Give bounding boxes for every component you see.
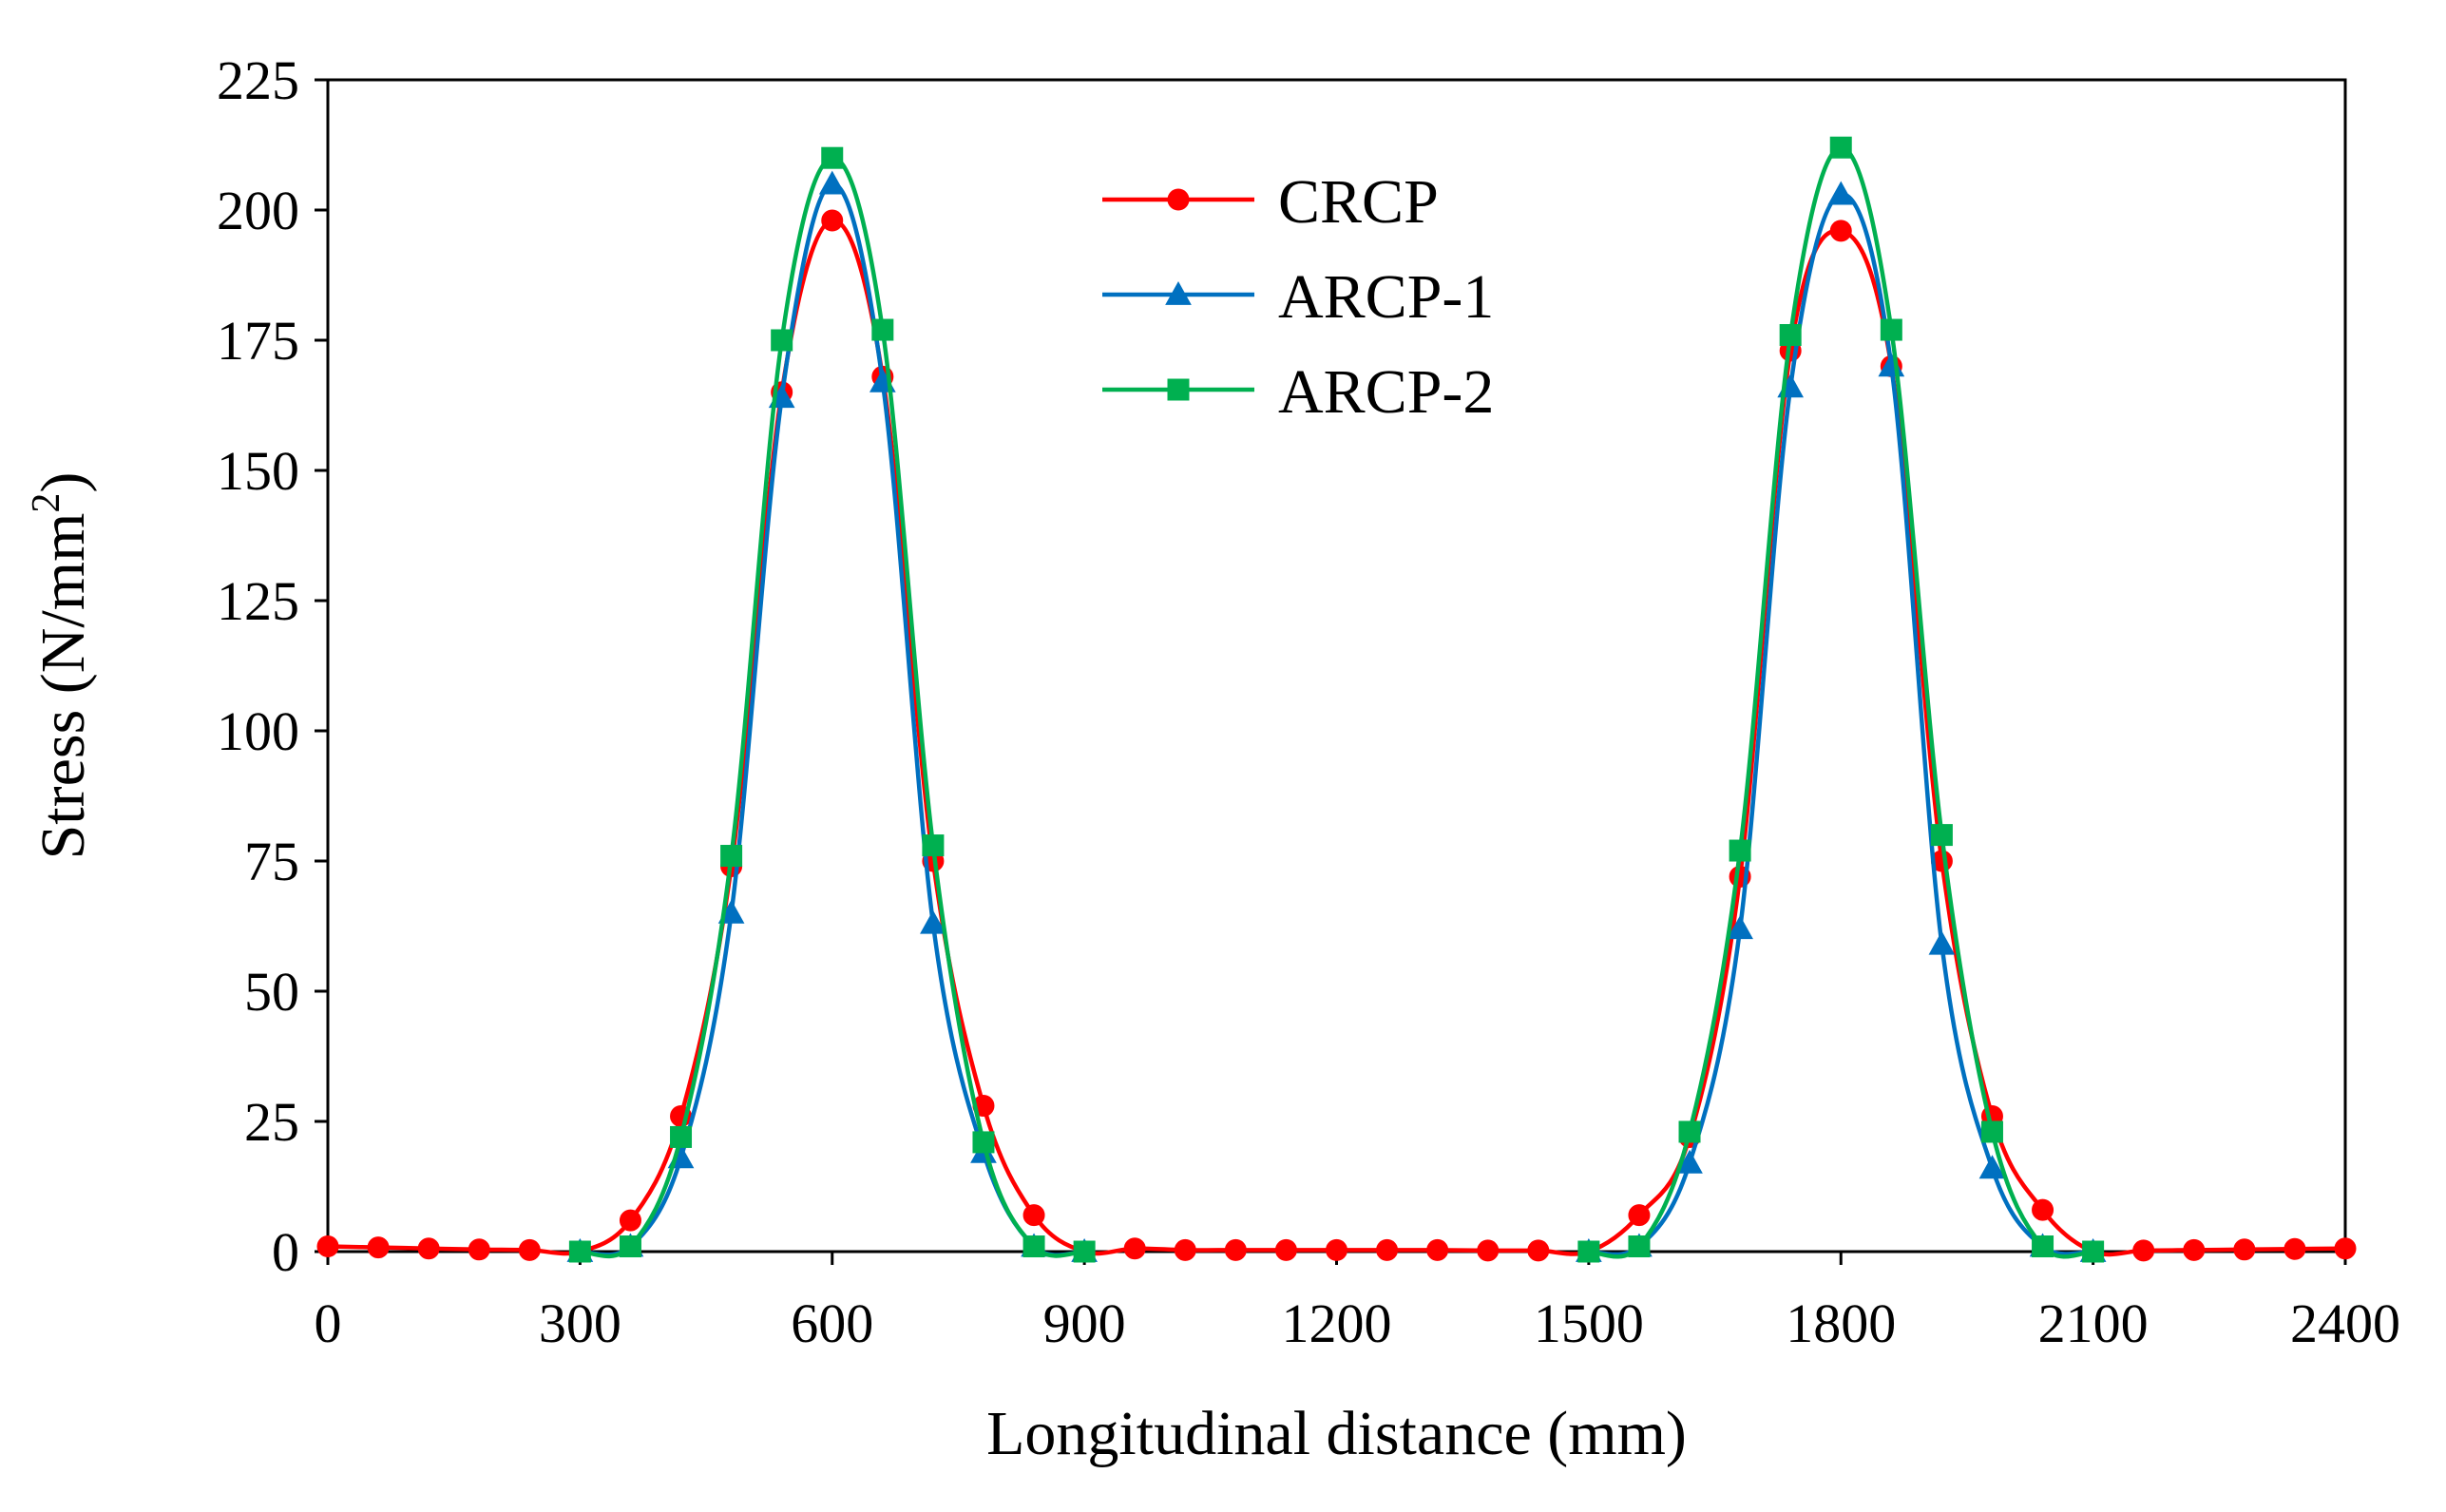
data-point xyxy=(619,1209,641,1232)
legend-marker xyxy=(1167,188,1190,211)
data-point xyxy=(1022,1235,1045,1258)
data-point xyxy=(1779,324,1802,347)
data-point xyxy=(568,1240,591,1263)
plot-area xyxy=(326,78,2347,1254)
data-point xyxy=(1880,318,1902,341)
y-tick-label: 75 xyxy=(244,831,299,892)
y-tick-label: 0 xyxy=(272,1221,299,1283)
legend-marker xyxy=(1165,280,1192,305)
data-point xyxy=(2032,1198,2054,1221)
data-point xyxy=(2132,1239,2155,1262)
series-line xyxy=(1588,192,2093,1257)
data-point xyxy=(1829,220,1852,242)
data-point xyxy=(1829,136,1852,159)
data-point xyxy=(417,1237,440,1260)
data-point xyxy=(1729,839,1751,862)
legend-marker xyxy=(1167,378,1190,401)
legend-label: ARCP-1 xyxy=(1278,262,1494,332)
data-point xyxy=(1426,1238,1449,1261)
legend-item-arcp-1: ARCP-1 xyxy=(1102,262,1494,332)
series-arcp-2 xyxy=(568,136,2105,1263)
y-axis-title-main: Stress (N/mm xyxy=(29,513,98,860)
x-tick-label: 2400 xyxy=(2290,1292,2400,1354)
x-tick-label: 900 xyxy=(1043,1292,1126,1354)
data-point xyxy=(2284,1237,2306,1260)
data-point xyxy=(1928,930,1956,955)
data-point xyxy=(1527,1239,1550,1262)
data-point xyxy=(821,209,844,232)
data-point xyxy=(972,1131,995,1154)
legend-item-crcp: CRCP xyxy=(1102,167,1439,237)
x-tick-label: 2100 xyxy=(2038,1292,2149,1354)
data-point xyxy=(1978,1155,2006,1179)
data-point xyxy=(1022,1204,1045,1227)
data-point xyxy=(1827,181,1855,205)
data-point xyxy=(1628,1204,1651,1227)
data-point xyxy=(518,1238,541,1261)
data-point xyxy=(1676,1149,1703,1174)
x-tick-label: 600 xyxy=(791,1292,873,1354)
data-point xyxy=(468,1238,490,1261)
data-point xyxy=(1678,1120,1701,1143)
data-point xyxy=(871,318,894,341)
y-tick-label: 150 xyxy=(217,440,299,502)
data-point xyxy=(2082,1240,2105,1263)
data-point xyxy=(922,834,945,857)
legend-label: ARCP-2 xyxy=(1278,357,1494,427)
y-axis-title-superscript: 2 xyxy=(25,493,68,513)
x-tick-label: 1800 xyxy=(1786,1292,1896,1354)
y-tick-label: 175 xyxy=(217,310,299,372)
data-point xyxy=(367,1236,390,1259)
data-point xyxy=(1123,1237,1146,1260)
y-tick-label: 200 xyxy=(217,180,299,241)
data-point xyxy=(670,1125,693,1148)
data-point xyxy=(1577,1240,1600,1263)
y-tick-label: 225 xyxy=(217,49,299,111)
series-line xyxy=(580,182,1085,1257)
y-tick-label: 25 xyxy=(244,1091,299,1153)
data-point xyxy=(1174,1238,1196,1261)
data-point xyxy=(818,170,846,195)
data-point xyxy=(1224,1238,1247,1261)
data-point xyxy=(1376,1238,1399,1261)
axis-ticks: 0 300 600 900 1200 1500 1800 2100 2400 0 25 50 75 100… xyxy=(217,49,2400,1354)
legend-item-arcp-2: ARCP-2 xyxy=(1102,357,1494,427)
y-tick-label: 50 xyxy=(244,961,299,1023)
y-tick-label: 125 xyxy=(217,570,299,632)
series-line xyxy=(1588,144,2093,1259)
data-point xyxy=(2334,1237,2357,1260)
legend: CRCP ARCP-1 ARCP-2 xyxy=(1102,167,1494,427)
x-tick-label: 300 xyxy=(539,1292,621,1354)
legend-label: CRCP xyxy=(1278,167,1439,237)
y-axis-title: Stress (N/mm2) xyxy=(25,472,98,860)
data-point xyxy=(2233,1238,2256,1261)
series-layer xyxy=(316,136,2357,1263)
data-point xyxy=(1980,1120,2003,1143)
data-point xyxy=(1326,1238,1347,1261)
data-point xyxy=(771,329,793,352)
x-tick-label: 1200 xyxy=(1282,1292,1392,1354)
y-tick-label: 100 xyxy=(217,700,299,762)
data-point xyxy=(720,845,743,868)
series-line xyxy=(580,155,1085,1259)
series-arcp-1 xyxy=(566,170,2107,1262)
x-tick-label: 0 xyxy=(315,1292,342,1354)
data-point xyxy=(1274,1238,1297,1261)
data-point xyxy=(920,909,946,934)
data-point xyxy=(2183,1238,2206,1261)
data-point xyxy=(316,1235,339,1258)
data-point xyxy=(1930,824,1953,847)
data-point xyxy=(1073,1240,1096,1263)
data-point xyxy=(1477,1239,1500,1262)
x-tick-label: 1500 xyxy=(1534,1292,1644,1354)
data-point xyxy=(821,146,844,169)
data-point xyxy=(619,1235,641,1258)
data-point xyxy=(1628,1235,1651,1258)
x-axis-title: Longitudinal distance (mm) xyxy=(986,1399,1687,1468)
y-axis-title-close: ) xyxy=(29,472,98,493)
data-point xyxy=(2032,1235,2054,1258)
data-point xyxy=(1727,915,1753,940)
